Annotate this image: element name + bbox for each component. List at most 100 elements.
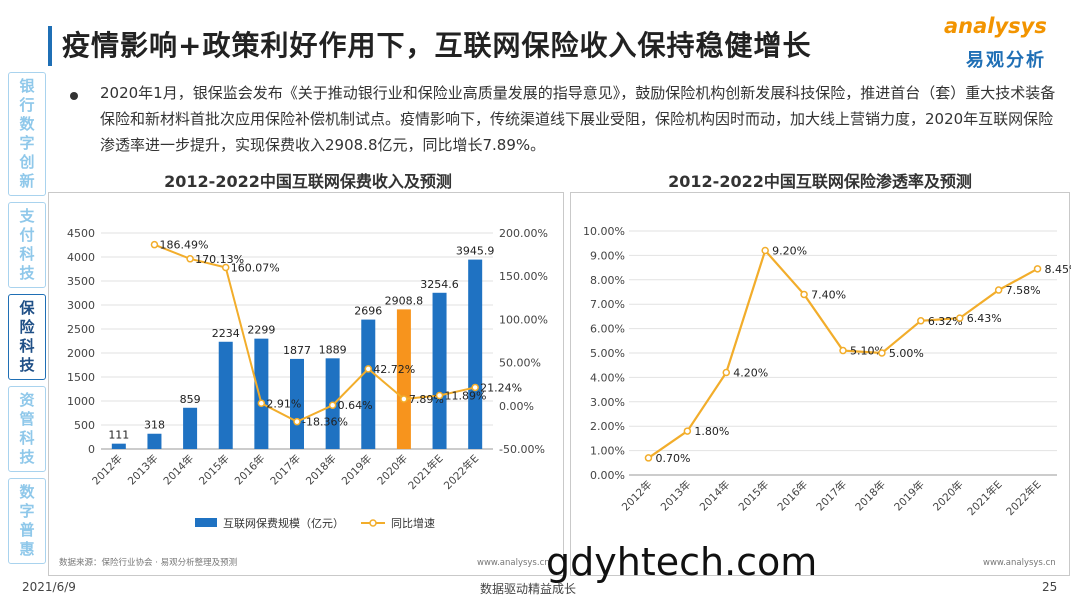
bar-value-label: 318 [144,419,165,432]
y-left-tick-label: 1000 [67,395,95,408]
x-tick-label: 2019年 [339,452,375,488]
bar [361,319,376,449]
y-tick-label: 6.00% [590,323,625,336]
penetration-point [917,317,925,325]
sidebar-item-bank[interactable]: 银行数字创新 [8,72,46,196]
logo-text-en: analysys [944,14,1047,38]
growth-point [186,255,194,263]
x-tick-label: 2019年 [891,478,927,514]
sidebar-item-asset-mgmt[interactable]: 资管科技 [8,386,46,472]
legend-line-label: 同比增速 [391,516,435,530]
bar [290,358,304,449]
growth-value-label: -18.36% [302,416,348,429]
penetration-point [683,427,692,435]
chart2-title: 2012-2022中国互联网保险渗透率及预测 [668,172,972,191]
penetration-point [722,368,731,377]
penetration-point [800,290,808,299]
sidebar-item-inclusive[interactable]: 数字普惠 [8,478,46,564]
penetration-value-label: 6.32% [928,315,963,328]
y-left-tick-label: 4500 [67,227,95,240]
penetration-value-label: 7.58% [1006,284,1041,297]
overlay-watermark-text: gdyhtech.com [546,540,818,584]
sidebar-item-payment[interactable]: 支付科技 [8,202,46,288]
y-left-tick-label: 0 [88,443,95,456]
title-accent-bar [48,26,52,66]
growth-value-label: 186.49% [159,239,208,252]
bar [254,338,269,449]
bar-value-label: 2696 [354,305,382,318]
penetration-value-label: 7.40% [811,288,846,301]
x-tick-label: 2022年E [1003,478,1043,518]
y-tick-label: 2.00% [590,420,625,433]
penetration-value-label: 8.45% [1045,263,1071,276]
x-tick-label: 2021年E [965,478,1005,518]
y-left-tick-label: 500 [74,419,95,432]
x-tick-label: 2018年 [853,478,889,514]
y-left-tick-label: 3000 [67,299,95,312]
footer-date: 2021/6/9 [22,580,76,594]
growth-point [471,383,479,392]
penetration-point [761,246,769,255]
bar-value-label: 3945.9 [456,245,495,258]
y-tick-label: 8.00% [590,274,625,287]
x-tick-label: 2013年 [658,478,694,514]
y-left-tick-label: 4000 [67,251,95,264]
y-right-tick-label: 200.00% [499,227,548,240]
chart2-panel: 0.00% 1.00% 2.00% 3.00% 4.00% 5.00% 6.00% 7.00%… [570,192,1079,576]
growth-point [400,395,408,403]
x-tick-label: 2021年E [405,452,445,492]
y-right-tick-label: 150.00% [499,270,548,283]
penetration-chart: 0.00% 1.00% 2.00% 3.00% 4.00% 5.00% 6.00% 7.00%… [583,225,1079,568]
premium-chart: 0 500 1000 1500 2000 2500 3000 3500 4000 4500 -50.… [59,227,550,568]
penetration-value-label: 9.20% [772,245,807,258]
penetration-point [994,286,1003,294]
y-tick-label: 3.00% [590,396,625,409]
y-right-tick-label: 50.00% [499,357,541,370]
source-note: 数据来源：保险行业协会 · 易观分析整理及预测 [59,557,237,568]
y-left-tick-label: 2500 [67,323,95,336]
y-tick-label: 1.00% [590,445,625,458]
growth-value-label: 11.89% [445,390,487,403]
penetration-point [955,314,964,322]
chart1-panel: 0 500 1000 1500 2000 2500 3000 3500 4000 4500 -50.… [48,192,564,576]
legend-bar-swatch [195,518,217,527]
bar-value-label: 3254.6 [420,278,459,291]
growth-point [328,401,337,409]
y-tick-label: 9.00% [590,249,625,262]
x-tick-label: 2016年 [232,452,268,488]
growth-value-label: 42.72% [373,363,415,376]
x-tick-label: 2018年 [303,452,339,488]
x-tick-label: 2020年 [930,478,966,514]
y-tick-label: 5.00% [590,347,625,360]
bar [468,259,483,449]
analysys-logo: analysys 易观分析 [944,14,1064,74]
y-tick-label: 0.00% [590,469,625,482]
bar [147,433,162,449]
legend-line-marker [369,519,377,527]
penetration-value-label: 5.10% [850,345,885,358]
x-tick-label: 2017年 [268,452,304,488]
bar-value-label: 2234 [212,327,240,340]
y-left-tick-label: 3500 [67,275,95,288]
growth-value-label: 170.13% [195,253,244,266]
penetration-value-label: 6.43% [967,312,1002,325]
y-left-tick-label: 2000 [67,347,95,360]
growth-value-label: 2.91% [266,397,301,410]
logo-text-cn: 易观分析 [966,50,1046,71]
site-watermark: www.analysys.cn [983,558,1056,568]
bar-value-label: 1889 [319,343,347,356]
growth-point [221,263,230,272]
y-right-tick-label: -50.00% [499,443,545,456]
bar-value-label: 859 [180,393,201,406]
x-tick-label: 2015年 [196,452,232,488]
x-tick-label: 2017年 [814,478,850,514]
x-tick-label: 2016年 [775,478,811,514]
x-tick-label: 2012年 [619,478,655,514]
growth-value-label: 7.89% [409,393,444,406]
penetration-value-label: 5.00% [889,347,924,360]
page-title: 疫情影响+政策利好作用下，互联网保险收入保持稳健增长 [62,29,812,62]
bar-value-label: 1877 [283,344,311,357]
bar [183,407,198,449]
x-tick-label: 2020年 [375,452,411,488]
sidebar-item-insurance[interactable]: 保险科技 [8,294,46,380]
